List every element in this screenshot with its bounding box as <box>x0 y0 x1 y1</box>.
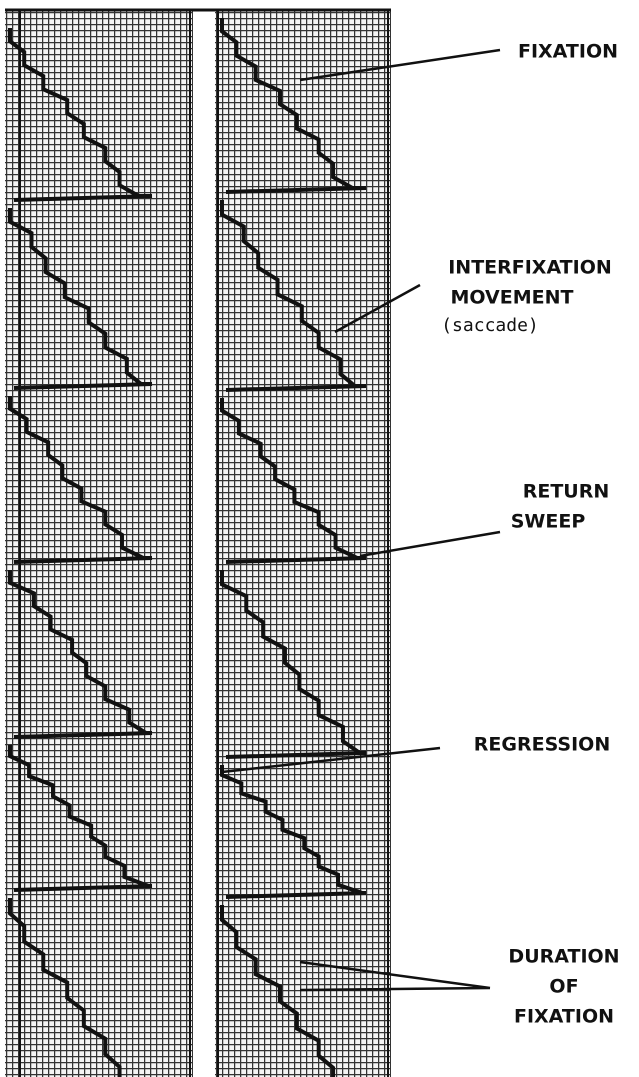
label-line: DURATION <box>508 946 619 968</box>
eye-movement-figure: FIXATION INTERFIXATION MOVEMENT (saccade… <box>0 0 639 1077</box>
label-line: FIXATION <box>514 1006 614 1028</box>
label-line: REGRESSION <box>474 734 610 756</box>
label-line: OF <box>549 976 578 998</box>
label-line: RETURN <box>523 481 610 503</box>
label-line: SWEEP <box>511 511 586 533</box>
recording-strip-right <box>215 10 391 1077</box>
label-line: FIXATION <box>518 41 618 63</box>
label-line: (saccade) <box>441 315 539 336</box>
label-line: INTERFIXATION <box>448 257 612 279</box>
label-line: MOVEMENT <box>451 287 574 309</box>
recording-strip-left <box>5 10 193 1077</box>
